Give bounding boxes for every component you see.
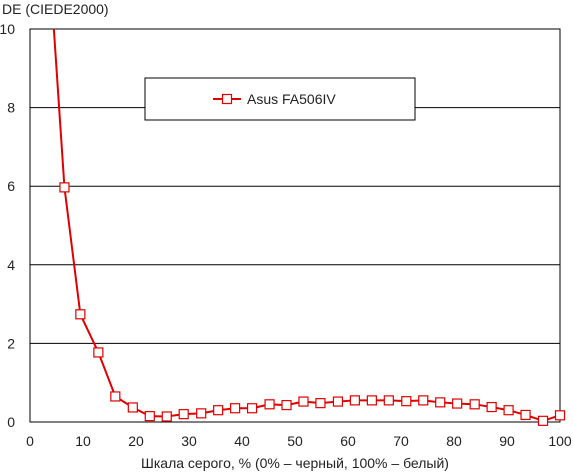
data-point [469, 399, 480, 410]
data-point [144, 411, 155, 422]
data-point [435, 397, 446, 408]
plot-area [29, 28, 561, 423]
y-tick-label: 0 [7, 414, 15, 430]
grid-lines [30, 107, 560, 344]
data-point [246, 403, 258, 414]
data-point [281, 400, 292, 411]
y-tick-label: 2 [7, 335, 15, 351]
data-point [75, 309, 86, 320]
data-point [401, 396, 412, 407]
x-tick-label: 40 [234, 433, 250, 449]
x-tick-label: 100 [548, 433, 572, 449]
x-tick-label: 90 [499, 433, 515, 449]
legend-entry-label: Asus FA506IV [247, 91, 336, 107]
data-point [452, 398, 463, 409]
data-point [110, 391, 121, 402]
x-axis-label: Шкала серого, % (0% – черный, 100% – бел… [141, 455, 449, 471]
x-axis-ticks: 0 10 20 30 40 50 60 70 80 90 100 [26, 433, 572, 449]
x-tick-label: 50 [287, 433, 303, 449]
data-point [537, 415, 549, 426]
data-point [315, 398, 326, 409]
data-point [213, 405, 224, 416]
legend: Asus FA506IV [144, 77, 416, 121]
x-tick-label: 0 [26, 433, 34, 449]
x-tick-label: 80 [446, 433, 462, 449]
x-tick-label: 20 [128, 433, 144, 449]
legend-box [144, 77, 416, 121]
y-tick-label: 6 [7, 178, 15, 194]
y-axis-label: DE (CIEDE2000) [2, 1, 109, 17]
data-point [366, 395, 377, 406]
y-tick-label: 8 [7, 100, 15, 116]
legend-marker-swatch [221, 93, 233, 105]
data-point [332, 396, 344, 407]
x-tick-label: 60 [340, 433, 356, 449]
data-point [418, 395, 429, 406]
x-tick-label: 10 [75, 433, 91, 449]
data-point [503, 405, 514, 416]
data-point [127, 402, 138, 413]
data-point [486, 401, 497, 413]
data-point [178, 409, 189, 420]
data-point [298, 396, 309, 407]
y-tick-label: 10 [0, 21, 15, 37]
data-point [161, 411, 172, 422]
data-point [554, 410, 566, 421]
series-markers [59, 182, 566, 426]
data-point [196, 408, 207, 419]
y-axis-ticks: 0 2 4 6 8 10 [0, 21, 15, 430]
y-tick-label: 4 [7, 257, 15, 273]
data-point [264, 399, 275, 410]
data-point [230, 403, 241, 414]
x-tick-label: 70 [393, 433, 409, 449]
data-point [383, 395, 394, 406]
data-point [59, 182, 70, 193]
data-point [93, 347, 104, 358]
data-point [520, 409, 531, 421]
data-point [349, 395, 360, 406]
x-tick-label: 30 [181, 433, 197, 449]
